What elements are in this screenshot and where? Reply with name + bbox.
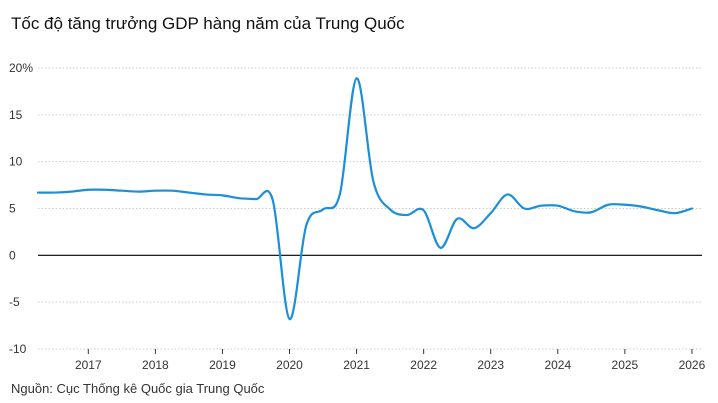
x-tick-label: 2019 bbox=[209, 358, 236, 372]
data-point bbox=[422, 208, 426, 212]
data-point bbox=[673, 211, 677, 215]
y-tick-label: 10 bbox=[9, 155, 23, 169]
data-point bbox=[237, 196, 241, 200]
y-tick-label: -10 bbox=[9, 342, 27, 356]
x-tick-label: 2025 bbox=[612, 358, 639, 372]
data-point bbox=[321, 207, 325, 211]
data-point bbox=[438, 246, 442, 250]
y-tick-label: 5 bbox=[9, 202, 16, 216]
series-layer bbox=[36, 76, 694, 321]
chart-title: Tốc độ tăng trưởng GDP hàng năm của Trun… bbox=[11, 14, 405, 33]
x-axis-ticks: 2017 2018 2019 2020 2021 2022 2023 2024 2025 2026 bbox=[75, 349, 706, 372]
x-tick-label: 2018 bbox=[142, 358, 169, 372]
data-point bbox=[371, 179, 375, 183]
x-tick-label: 2020 bbox=[276, 358, 303, 372]
y-tick-label: 20% bbox=[9, 61, 33, 75]
data-point bbox=[36, 191, 40, 195]
data-point bbox=[120, 189, 124, 193]
data-point bbox=[405, 213, 409, 217]
source-note: Nguồn: Cục Thống kê Quốc gia Trung Quốc bbox=[11, 381, 265, 396]
data-point bbox=[455, 217, 459, 221]
x-tick-label: 2021 bbox=[343, 358, 370, 372]
data-point bbox=[690, 207, 694, 211]
data-point bbox=[271, 198, 275, 202]
data-point bbox=[137, 190, 141, 194]
data-point bbox=[204, 192, 208, 196]
y-tick-label: 0 bbox=[9, 248, 16, 262]
data-point bbox=[53, 191, 57, 195]
x-tick-label: 2026 bbox=[679, 358, 706, 372]
data-point bbox=[522, 207, 526, 211]
data-point bbox=[505, 192, 509, 196]
gridlines bbox=[38, 67, 702, 350]
data-point bbox=[338, 192, 342, 196]
y-tick-label: 15 bbox=[9, 108, 23, 122]
data-point bbox=[187, 191, 191, 195]
data-point bbox=[304, 223, 308, 227]
data-point bbox=[623, 203, 627, 207]
data-point bbox=[606, 203, 610, 207]
data-point bbox=[539, 204, 543, 208]
y-tick-label: -5 bbox=[9, 295, 20, 309]
data-point bbox=[103, 188, 107, 192]
y-axis-ticks: 20% 15 10 5 0 -5 -10 bbox=[9, 61, 33, 356]
data-point bbox=[656, 208, 660, 212]
gdp-growth-line bbox=[36, 77, 694, 321]
x-tick-label: 2023 bbox=[477, 358, 504, 372]
data-point bbox=[254, 197, 258, 201]
data-point bbox=[388, 207, 392, 211]
data-point bbox=[170, 189, 174, 193]
data-point bbox=[589, 210, 593, 214]
x-tick-label: 2022 bbox=[410, 358, 437, 372]
data-point bbox=[86, 188, 90, 192]
data-point bbox=[288, 317, 292, 321]
data-point bbox=[556, 204, 560, 208]
data-point bbox=[70, 190, 74, 194]
data-point bbox=[489, 211, 493, 215]
data-point bbox=[640, 205, 644, 209]
x-tick-label: 2017 bbox=[75, 358, 102, 372]
data-point bbox=[573, 209, 577, 213]
data-point bbox=[153, 189, 157, 193]
x-tick-label: 2024 bbox=[544, 358, 571, 372]
data-point bbox=[220, 193, 224, 197]
data-point bbox=[472, 226, 476, 230]
data-point bbox=[355, 76, 359, 80]
